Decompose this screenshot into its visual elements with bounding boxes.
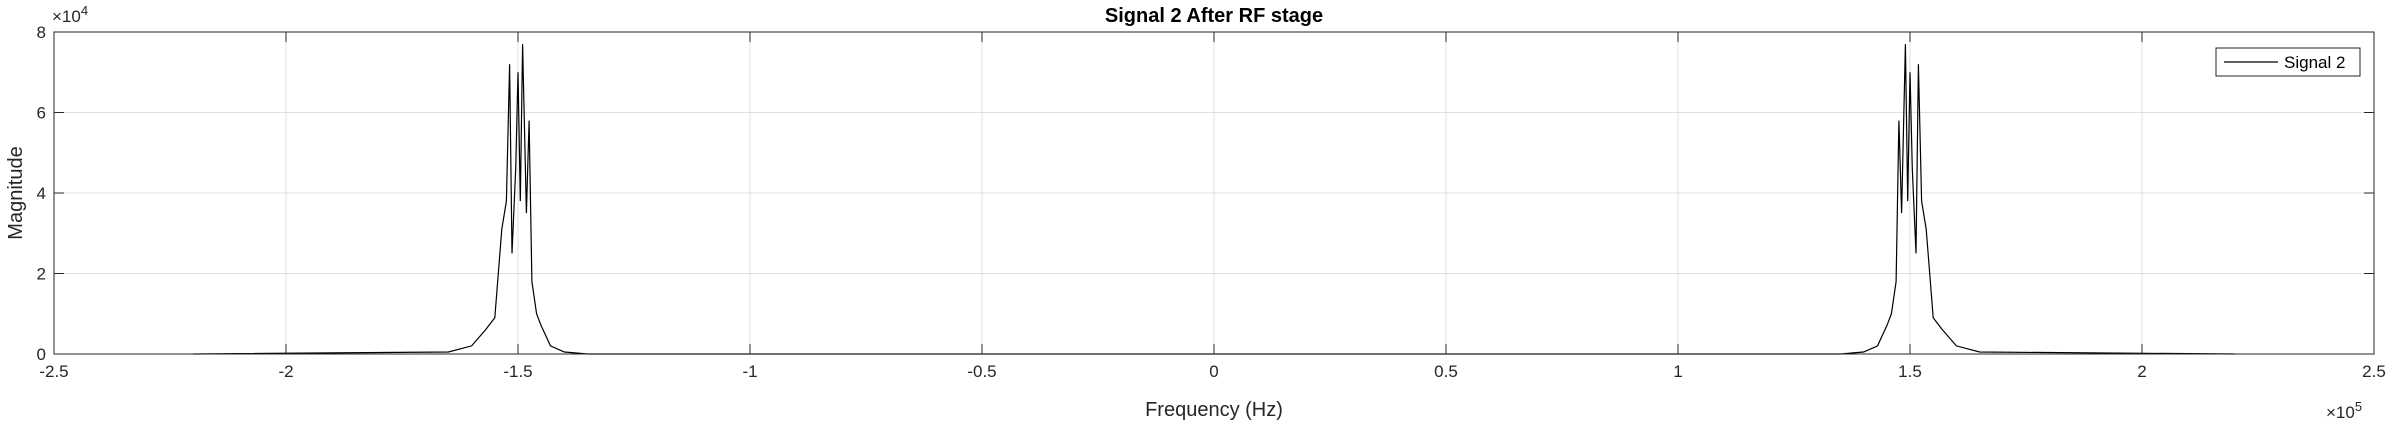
x-tick-label: 0.5 xyxy=(1434,362,1458,381)
y-axis-multiplier: ×104 xyxy=(52,3,88,26)
x-tick-label: 2 xyxy=(2137,362,2146,381)
legend-label: Signal 2 xyxy=(2284,53,2345,72)
x-axis-label: Frequency (Hz) xyxy=(1145,399,1283,421)
y-tick-label: 0 xyxy=(37,345,46,364)
x-tick-label: 2.5 xyxy=(2362,362,2386,381)
x-tick-label: -2.5 xyxy=(39,362,68,381)
x-tick-label: 1.5 xyxy=(1898,362,1922,381)
ticks: -2.5 -2 -1.5 -1 -0.5 0 0.5 1 1.5 2 2.5 0 2 4 6 8 xyxy=(37,23,2386,381)
x-tick-label: -0.5 xyxy=(967,362,996,381)
y-tick-label: 2 xyxy=(37,265,46,284)
x-tick-label: -1.5 xyxy=(503,362,532,381)
x-tick-label: 0 xyxy=(1209,362,1218,381)
chart-title: Signal 2 After RF stage xyxy=(1105,5,1323,27)
x-tick-label: -2 xyxy=(278,362,293,381)
x-tick-label: -1 xyxy=(742,362,757,381)
y-tick-label: 4 xyxy=(37,184,46,203)
x-axis-multiplier: ×105 xyxy=(2326,399,2362,421)
y-tick-label: 6 xyxy=(37,104,46,123)
y-axis-label: Magnitude xyxy=(5,146,27,239)
x-tick-label: 1 xyxy=(1673,362,1682,381)
y-tick-label: 8 xyxy=(37,23,46,42)
legend: Signal 2 xyxy=(2215,47,2361,77)
